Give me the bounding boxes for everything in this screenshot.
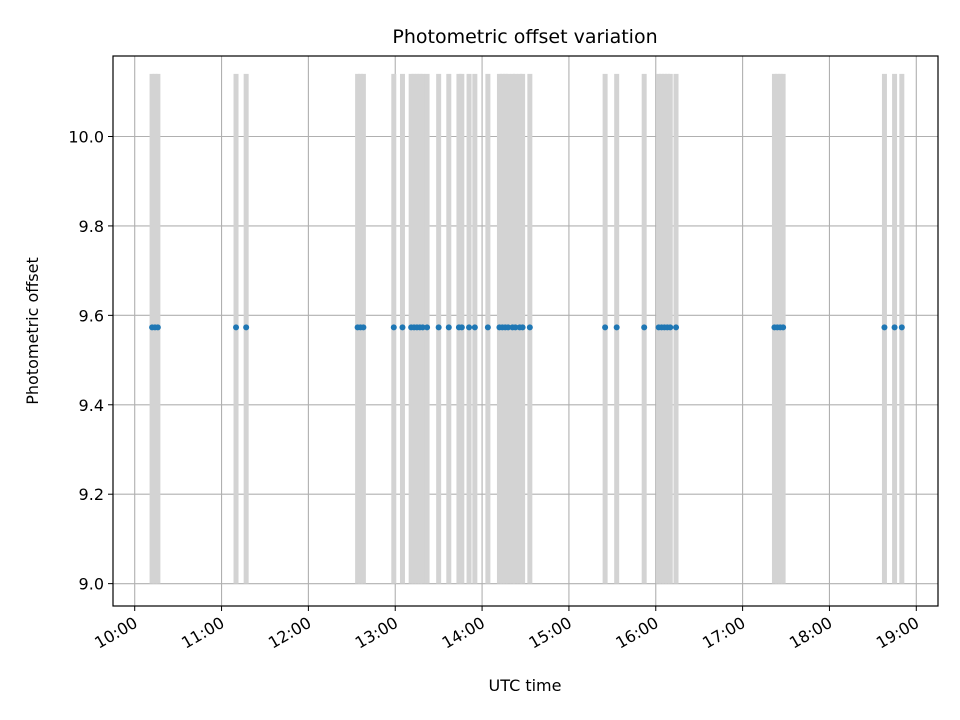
plot-frame — [112, 55, 939, 607]
y-tick-label-5: 10.0 — [68, 127, 104, 146]
data-point-0-16 — [435, 324, 442, 331]
data-point-0-20 — [466, 324, 473, 331]
y-tick-label-3: 9.6 — [79, 306, 104, 325]
data-point-0-46 — [891, 324, 898, 331]
y-tick-label-4: 9.8 — [79, 217, 104, 236]
data-point-0-34 — [641, 324, 648, 331]
data-point-0-39 — [667, 324, 674, 331]
y-tick-label-2: 9.4 — [79, 396, 104, 415]
data-point-0-31 — [526, 324, 533, 331]
data-point-0-28 — [512, 324, 519, 331]
data-point-0-44 — [780, 324, 787, 331]
data-point-0-33 — [613, 324, 620, 331]
data-point-0-9 — [399, 324, 406, 331]
data-point-0-17 — [445, 324, 452, 331]
data-point-0-40 — [673, 324, 680, 331]
data-point-0-19 — [458, 324, 465, 331]
y-tick-label-1: 9.2 — [79, 485, 104, 504]
data-point-0-14 — [419, 324, 426, 331]
y-tick-label-0: 9.0 — [79, 575, 104, 594]
data-point-0-30 — [519, 324, 526, 331]
y-axis-ticks: 9.0 9.2 9.4 9.6 9.8 10.0 — [68, 127, 113, 594]
data-point-0-3 — [233, 324, 240, 331]
data-point-0-26 — [505, 324, 512, 331]
data-points — [149, 324, 905, 331]
data-point-0-21 — [471, 324, 478, 331]
data-point-0-4 — [243, 324, 250, 331]
data-point-0-15 — [424, 324, 431, 331]
grid-lines — [113, 56, 938, 606]
data-point-0-47 — [898, 324, 905, 331]
chart-title: Photometric offset variation — [392, 26, 657, 48]
y-axis-label: Photometric offset — [23, 257, 42, 405]
x-axis-label: UTC time — [489, 676, 562, 695]
data-point-0-7 — [360, 324, 367, 331]
data-point-0-8 — [390, 324, 397, 331]
data-point-0-32 — [602, 324, 609, 331]
data-point-0-2 — [154, 324, 161, 331]
data-point-0-45 — [881, 324, 888, 331]
data-point-0-22 — [484, 324, 491, 331]
